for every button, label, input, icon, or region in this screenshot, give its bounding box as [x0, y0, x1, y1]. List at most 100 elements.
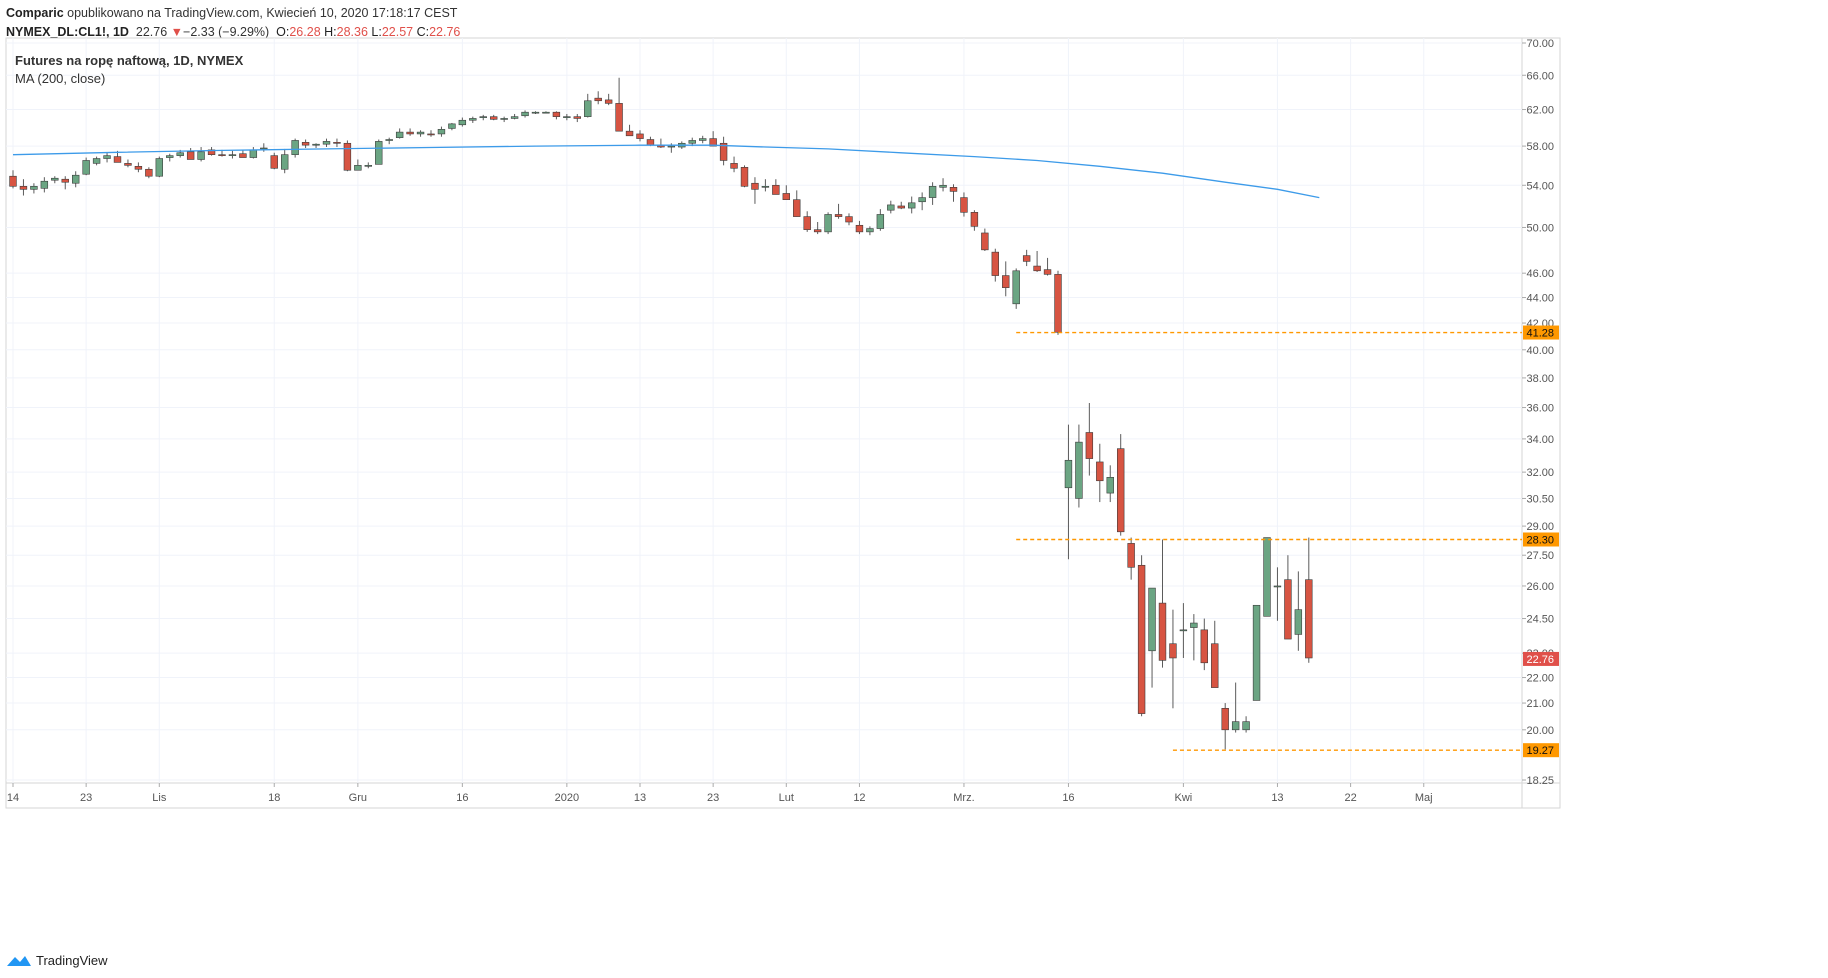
candle-body: [40, 180, 49, 189]
candle-body: [855, 224, 864, 233]
x-tick-labels: 14 23 Lis 18 Gru 16 2020 13 23 Lut 12 Mrz. 16 Kwi 13 22…: [7, 783, 1433, 804]
x-tick-label: 16: [456, 792, 468, 804]
candle: [395, 128, 404, 139]
x-tick-label: 2020: [555, 792, 579, 804]
candle: [740, 165, 749, 188]
y-tick-label: 24.50: [1526, 614, 1554, 626]
candle: [1158, 539, 1167, 668]
open-label: O:: [276, 25, 290, 39]
candle: [1263, 537, 1271, 617]
level-price-label: 28.30: [1523, 532, 1559, 547]
y-tick-label: 62.00: [1526, 105, 1554, 117]
candle-body: [1085, 432, 1094, 459]
candle: [479, 114, 487, 121]
candle-body: [1127, 543, 1135, 568]
y-tick-label: 27.50: [1526, 550, 1554, 562]
candle: [772, 179, 780, 195]
price-label-bg: [1523, 651, 1559, 666]
footer-brand: TradingView: [36, 953, 108, 968]
candle: [970, 210, 979, 231]
candle: [751, 177, 759, 204]
candle: [730, 156, 738, 173]
price-label-text: 28.30: [1526, 534, 1554, 546]
candle: [1096, 443, 1104, 503]
candle-body: [1273, 585, 1282, 588]
high-value: 28.36: [336, 25, 368, 39]
candle-body: [1179, 629, 1188, 632]
candle: [1137, 555, 1146, 717]
candle-body: [354, 165, 362, 171]
candle: [719, 136, 728, 166]
candle: [615, 77, 623, 132]
candle-body: [709, 138, 717, 147]
x-tick-label: 14: [7, 792, 19, 804]
candle-body: [364, 165, 372, 167]
x-tick-label: Mrz.: [953, 792, 974, 804]
candle: [866, 226, 874, 236]
candle-body: [270, 155, 278, 169]
candle: [1221, 703, 1229, 750]
candle-body: [72, 174, 80, 184]
candle-body: [489, 116, 498, 120]
candle-body: [375, 141, 383, 165]
candle: [124, 159, 132, 168]
candle: [291, 138, 299, 158]
candle: [1054, 270, 1062, 335]
candle: [437, 126, 446, 137]
candle-body: [1096, 461, 1104, 482]
candle: [1127, 537, 1135, 580]
candle: [887, 200, 895, 214]
x-tick-label: 22: [1344, 792, 1356, 804]
candle: [1179, 603, 1188, 658]
x-tick-label: Gru: [349, 792, 367, 804]
candle-body: [239, 153, 247, 158]
candle-body: [280, 154, 289, 170]
candle-body: [291, 140, 299, 155]
candle-body: [1137, 564, 1146, 714]
candle-body: [604, 99, 613, 104]
candle: [322, 138, 331, 148]
candle-body: [939, 184, 947, 188]
candle-body: [907, 202, 916, 209]
open-value: 26.28: [289, 25, 321, 39]
candle-body: [521, 111, 529, 117]
candle: [834, 203, 843, 219]
candle-body: [395, 131, 404, 138]
candle-body: [1158, 602, 1167, 661]
candle: [186, 147, 195, 160]
candle: [761, 179, 770, 192]
candle: [1200, 618, 1209, 671]
candle: [364, 162, 372, 169]
y-tick-label: 40.00: [1526, 345, 1554, 357]
candle: [573, 113, 582, 123]
candle: [166, 153, 174, 162]
x-tick-label: 23: [80, 792, 92, 804]
author-name[interactable]: Comparic: [6, 6, 64, 20]
candle: [1002, 261, 1010, 297]
candle: [793, 190, 801, 217]
candle: [584, 93, 592, 118]
y-tick-label: 21.00: [1526, 698, 1554, 710]
candle: [416, 130, 425, 137]
candle: [542, 111, 550, 114]
candle: [1148, 587, 1156, 688]
candle-body: [949, 187, 958, 192]
y-tick-label: 34.00: [1526, 434, 1554, 446]
candle-body: [385, 139, 393, 141]
candle-body: [406, 131, 414, 135]
low-value: 22.57: [381, 25, 414, 39]
candle: [876, 209, 885, 231]
candle: [949, 184, 958, 202]
legend-indicator: MA (200, close): [15, 71, 106, 86]
candle: [448, 122, 456, 131]
y-tick-label: 18.25: [1526, 775, 1554, 787]
x-tick-label: 13: [634, 792, 646, 804]
candle: [427, 130, 435, 137]
low-label: L:: [371, 25, 382, 39]
x-tick-label: Lut: [779, 792, 794, 804]
candle-body: [124, 163, 132, 166]
candle: [270, 152, 278, 170]
candle: [301, 139, 310, 148]
candle: [72, 171, 80, 188]
